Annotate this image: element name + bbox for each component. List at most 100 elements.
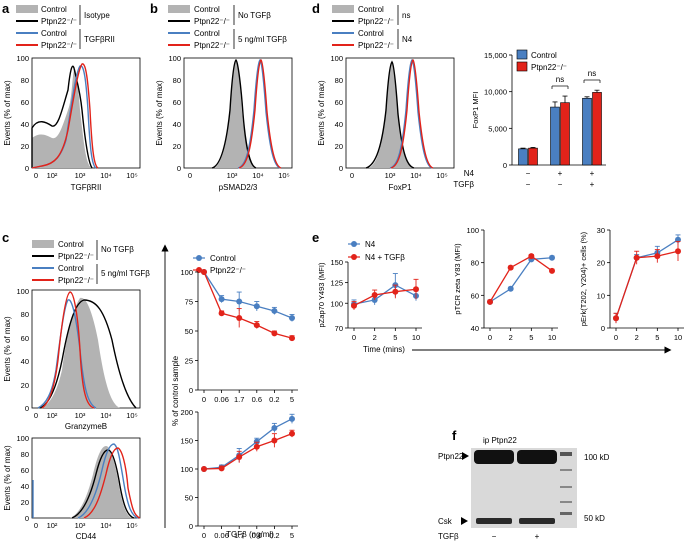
legend-b-label-4: Ptpn22⁻/⁻ [194,41,230,50]
shared-ylabel-c: % of control sample [171,355,180,426]
c_cd44-xtick-label-4: 0.2 [269,531,279,540]
e_tcr-series-0-line [489,257,553,303]
tick-b-y-20: 20 [173,142,181,151]
blot-tgf-label: TGFβ [438,532,459,541]
legend-c-label-3: Control [58,264,84,273]
sig-d: ns ns [551,69,601,89]
axis-b-y: 0 20 40 60 80 100 Events (% of max) [155,54,181,173]
c_cd44-series-0-line [203,418,293,470]
c_granzyme-xtick-label-4: 0.2 [269,395,279,404]
legend-c-group-2: 5 ng/ml TGFβ [101,269,150,278]
tick-b-y-80: 80 [173,76,181,85]
sig-label-2: ns [588,69,596,78]
line-legend-c-ptpn: Ptpn22⁻/⁻ [210,266,246,275]
line-chart-e-erk: 0 10 20 30 0 2 5 10 pErk(T202, Y204)+ cells (%) [579,226,684,342]
panel-label-a: a [2,1,10,16]
bar-d-ytick-label-0: 0 [503,161,507,170]
tick-b-y-100: 100 [168,54,181,63]
legend-c-label-2: Ptpn22⁻/⁻ [58,252,94,261]
tick-ct-y-0: 0 [25,404,29,413]
tick-b-x-2: 10⁴ [252,171,264,180]
axis-c-bottom-y: 0 20 40 60 80 100 Events (% of max) [3,434,29,523]
legend-c: Control Ptpn22⁻/⁻ Control Ptpn22⁻/⁻ No T… [32,240,150,285]
xlabel-a: TGFβRII [71,183,102,192]
c_granzyme-xtick-label-2: 1.7 [234,395,244,404]
e_tcr-ytick-label-2: 80 [471,259,479,268]
tick-b-y-0: 0 [177,164,181,173]
tick-ct-x-4: 10⁵ [126,411,137,420]
hist-b-ptpn-notgf [211,59,257,169]
e_tcr-series-1-line [489,255,553,303]
blot-title: ip Ptpn22 [483,436,517,445]
c_cd44-ytick-label-3: 150 [180,437,193,446]
cond-n4-3: + [590,169,595,178]
c_cd44-series-0-point-5 [289,415,295,422]
c_cd44-series-0-point-3 [253,438,260,445]
e_zap70-series-1-point-0 [351,302,357,309]
tick-cb-x-0: 0 [34,521,38,530]
line-chart-c-cd44: 0 50 100 150 200 0 0.06 1.7 0.6 0.2 5 [180,408,298,540]
tick-ct-y-20: 20 [21,381,29,390]
c_cd44-ytick-label-1: 50 [185,494,193,503]
c_granzyme-series-1-point-1 [218,310,225,317]
tick-cb-x-1: 10² [47,521,58,530]
e_erk-ytick-label-1: 10 [597,291,605,300]
tick-d-x-0: 0 [350,171,354,180]
hist-c-g-control-tgf [37,299,97,409]
sig-label-1: ns [556,75,564,84]
tick-a-x-1: 10² [47,171,58,180]
band-ptpn22-lane2 [517,450,557,464]
c_granzyme-series-0-point-2 [236,298,243,305]
c_granzyme-series-1-line [203,271,293,339]
legend-b-group-2: 5 ng/ml TGFβ [238,35,287,44]
bar-legend-d-ptpn: Ptpn22⁻/⁻ [531,63,567,72]
legend-a-label-1: Control [41,5,67,14]
legend-c-label-1: Control [58,240,84,249]
tick-ct-y-40: 40 [21,357,29,366]
ylabel-d: Events (% of max) [317,80,326,146]
e_tcr-series-0-point-1 [507,285,514,292]
tick-cb-y-20: 20 [21,498,29,507]
e_tcr-series-1-point-2 [528,253,535,260]
panel-a: Control Ptpn22⁻/⁻ Control Ptpn22⁻/⁻ Isot… [3,5,141,192]
cond-n4-1: − [526,169,531,178]
tick-b-x-0: 0 [188,171,192,180]
legend-c-group-1: No TGFβ [101,245,134,254]
c_cd44-series-1-point-4 [271,437,278,444]
legend-d-label-2: Ptpn22⁻/⁻ [358,17,394,26]
c_cd44-xtick-label-5: 5 [290,531,294,540]
legend-d-label-1: Control [358,5,384,14]
c_cd44-series-0-point-4 [271,424,278,431]
ylabel-c-bottom: Events (% of max) [3,445,12,511]
c_granzyme-series-0-line [203,271,293,319]
tick-b-x-1: 10³ [227,171,238,180]
tick-d-x-3: 10⁵ [436,171,447,180]
tick-cb-x-3: 10⁴ [100,521,112,530]
tick-a-y-20: 20 [21,142,29,151]
blot-lane-plus: + [535,532,540,541]
c_cd44-series-1-point-3 [253,443,260,450]
panel-c: Control Ptpn22⁻/⁻ Control Ptpn22⁻/⁻ No T… [3,240,298,541]
e_zap70-xtick-label-2: 5 [393,333,397,342]
c_cd44-series-1-point-1 [218,465,225,472]
line-chart-c-granzyme: 0 25 50 75 100 0 0.06 1.7 0.6 0.2 5 [180,268,298,404]
e_erk-xtick-label-2: 5 [655,333,659,342]
bar-chart-d: 0 5,000 10,000 15,000 FoxP1 MFI [471,51,606,170]
tick-cb-y-0: 0 [25,514,29,523]
e_tcr-xtick-label-3: 10 [548,333,556,342]
blot-lane-minus: − [492,532,497,541]
histogram-d [365,59,434,169]
tick-ct-x-3: 10⁴ [100,411,112,420]
band-label-ptpn22: Ptpn22 [438,452,464,461]
line-chart-e-zap70: 70 100 125 150 0 2 5 10 pZap70 Y493 (MFI) [317,258,422,342]
c_granzyme-ytick-label-3: 75 [185,298,193,307]
xlabel-c-top: GranzymeB [65,422,107,431]
e_tcr-series-1-point-1 [507,264,514,271]
e_erk-series-0-line [615,239,679,319]
tick-b-y-40: 40 [173,120,181,129]
tick-a-x-0: 0 [34,171,38,180]
legend-a-group-1: Isotype [84,11,110,20]
bar-d-series-0-bar-1 [550,106,560,166]
panel-label-e: e [312,230,319,245]
tick-ct-x-1: 10² [47,411,58,420]
